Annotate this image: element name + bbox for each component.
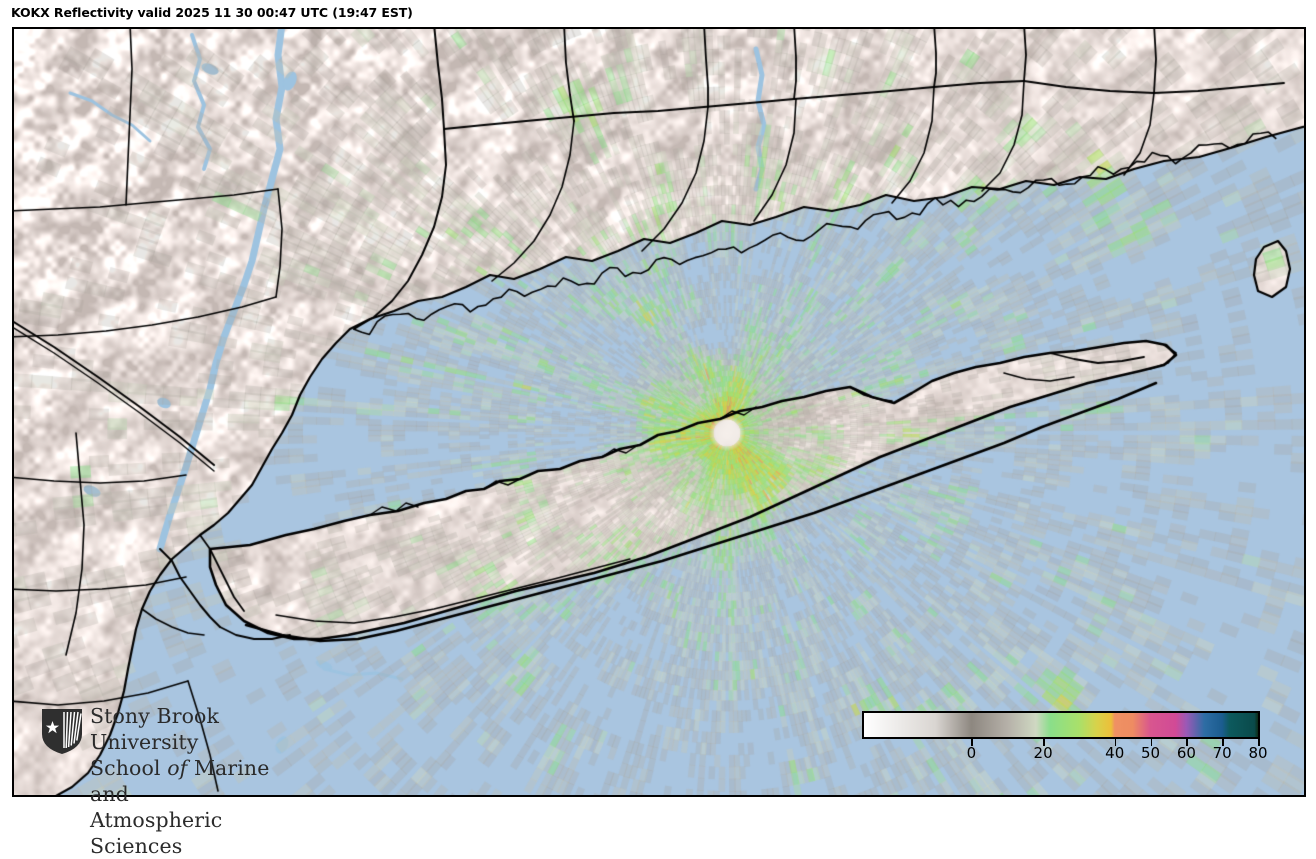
colorbar-tick-50 [1150,739,1153,746]
logo-line-1: Stony Brook University [90,704,219,754]
colorbar-tick-70 [1222,739,1224,746]
colorbar-tick-20 [1043,739,1045,746]
colorbar-tick-label-40: 40 [1105,744,1125,762]
colorbar-tick-0 [971,739,973,746]
colorbar-tick-label-20: 20 [1033,744,1053,762]
colorbar-tick-label-50: 50 [1140,744,1161,762]
colorbar-tick-label-0: 0 [966,744,977,762]
colorbar-tick-label-80: 80 [1248,744,1268,762]
colorbar-tick-label-60: 60 [1176,744,1196,762]
colorbar-tick-40 [1114,739,1117,746]
logo-line-2-italic: of [167,756,188,780]
logo-line-3: Atmospheric Sciences [90,808,223,858]
logo-line-2: School of Marine and [90,755,300,807]
stony-brook-logo: Stony Brook University School of Marine … [41,704,296,858]
colorbar-tick-60 [1186,739,1188,746]
radar-reflectivity-map[interactable] [14,29,1304,795]
logo-text: Stony Brook University School of Marine … [90,703,300,859]
logo-line-2a: School [90,756,168,780]
colorbar-legend: 0 20 40 50 60 70 80 [862,711,1268,767]
page-title: KOKX Reflectivity valid 2025 11 30 00:47… [11,5,413,20]
title-bar: KOKX Reflectivity valid 2025 11 30 00:47… [0,0,1316,27]
colorbar-tick-label-70: 70 [1212,744,1232,762]
colorbar-gradient [864,713,1258,737]
shield-icon [42,709,82,754]
colorbar-bar [862,711,1260,739]
logo-line-2b: Marine and [90,756,270,806]
colorbar-tick-80 [1258,739,1260,746]
radar-map-frame[interactable] [12,27,1306,797]
